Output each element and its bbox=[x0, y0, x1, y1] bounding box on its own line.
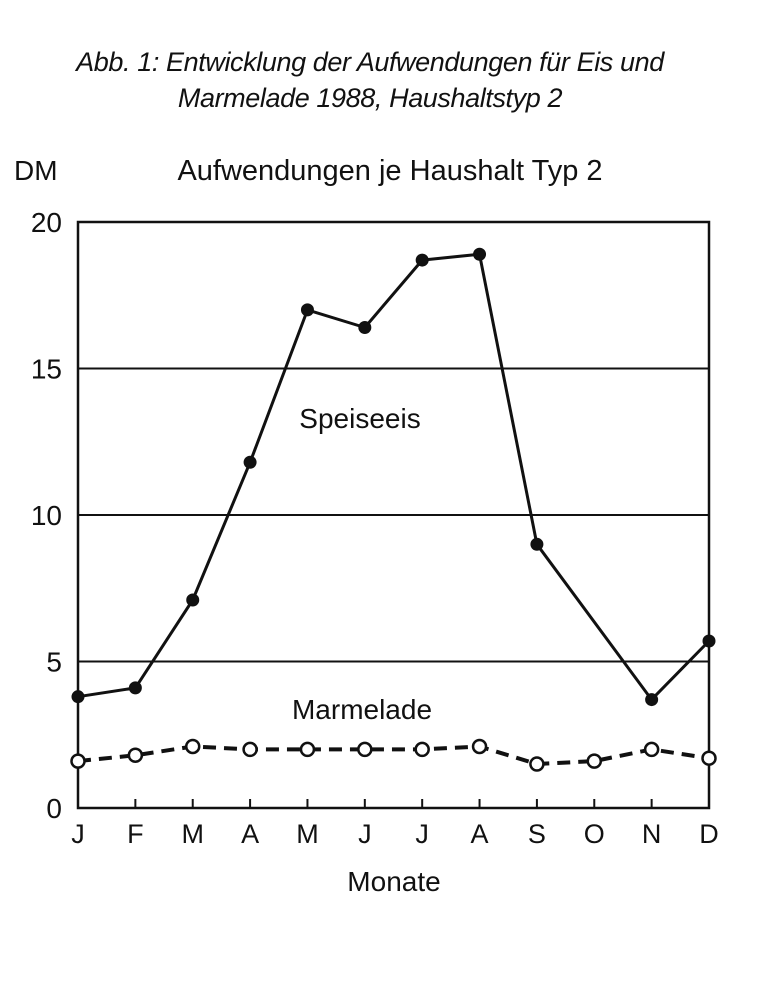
data-point bbox=[473, 247, 487, 261]
x-tick-label: N bbox=[642, 819, 662, 849]
data-point bbox=[702, 634, 716, 648]
chart-title: Aufwendungen je Haushalt Typ 2 bbox=[177, 155, 602, 187]
y-tick-label: 20 bbox=[31, 207, 62, 238]
data-point bbox=[414, 741, 430, 758]
y-tick-labels: 0 5 10 15 20 bbox=[31, 207, 62, 824]
x-tick-label: J bbox=[71, 819, 85, 849]
series-line-0 bbox=[77, 252, 711, 702]
data-point bbox=[643, 741, 660, 758]
data-point bbox=[701, 750, 717, 766]
data-point bbox=[415, 253, 429, 267]
x-tick-label: J bbox=[415, 819, 429, 849]
data-point bbox=[529, 756, 545, 772]
series-labels: Speiseeis Marmelade bbox=[292, 403, 432, 725]
data-point bbox=[186, 593, 200, 607]
caption-line-2: Marmelade 1988, Haushaltstyp 2 bbox=[177, 83, 563, 113]
data-point bbox=[471, 738, 488, 755]
data-point bbox=[586, 753, 603, 769]
data-point bbox=[128, 681, 142, 695]
figure-caption: Abb. 1: Entwicklung der Aufwendungen für… bbox=[0, 44, 740, 116]
x-tick-label: A bbox=[471, 819, 489, 849]
x-tick-label: A bbox=[241, 819, 259, 849]
y-tick-label: 15 bbox=[31, 354, 62, 385]
y-axis-label: DM bbox=[14, 155, 58, 186]
series-layer bbox=[70, 247, 717, 772]
data-point bbox=[358, 320, 372, 334]
series-line-1 bbox=[77, 744, 710, 766]
data-point bbox=[299, 741, 316, 758]
x-axis-label: Monate bbox=[347, 866, 440, 897]
plot-frame bbox=[76, 220, 711, 810]
x-tick-label: M bbox=[181, 819, 204, 849]
data-point bbox=[530, 537, 544, 551]
plot-border bbox=[76, 220, 711, 810]
data-point bbox=[70, 753, 86, 769]
grid-layer bbox=[78, 367, 709, 663]
data-point bbox=[645, 693, 659, 707]
x-tick-label: F bbox=[127, 819, 144, 849]
series-label-0: Speiseeis bbox=[299, 403, 420, 434]
x-tick-label: D bbox=[699, 819, 719, 849]
data-point bbox=[71, 690, 85, 704]
data-point bbox=[242, 741, 258, 758]
data-point bbox=[127, 747, 144, 764]
y-tick-label: 5 bbox=[46, 647, 62, 678]
y-tick-label: 10 bbox=[31, 500, 62, 531]
data-point bbox=[184, 738, 201, 755]
series-label-1: Marmelade bbox=[292, 694, 432, 725]
data-point bbox=[243, 455, 257, 469]
caption-line-1: Abb. 1: Entwicklung der Aufwendungen für… bbox=[76, 47, 664, 77]
y-tick-label: 0 bbox=[46, 793, 62, 824]
x-tick-label: M bbox=[296, 819, 319, 849]
x-tick-label: S bbox=[528, 819, 546, 849]
x-tick-label: J bbox=[358, 819, 372, 849]
x-tick-label: O bbox=[584, 819, 605, 849]
data-point bbox=[357, 741, 373, 758]
data-point bbox=[300, 303, 314, 317]
